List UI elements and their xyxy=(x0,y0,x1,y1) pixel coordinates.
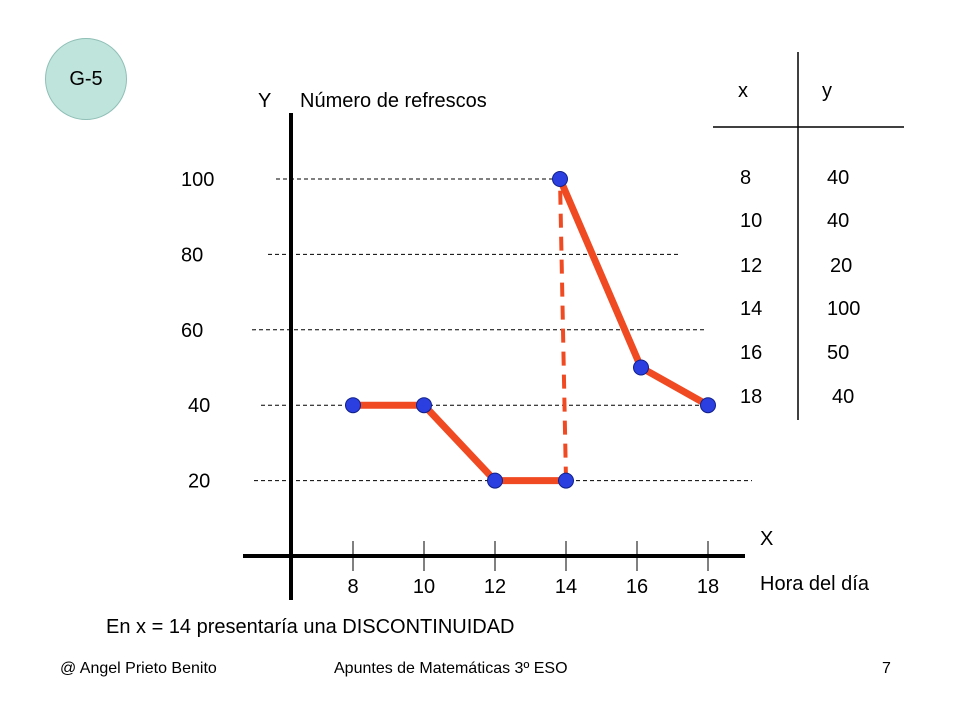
y-tick-label: 100 xyxy=(181,169,214,191)
y-axis-letter: Y xyxy=(258,90,272,112)
data-point xyxy=(700,397,716,414)
x-axis-title: Hora del día xyxy=(760,573,869,595)
discontinuity-note: En x = 14 presentaría una DISCONTINUIDAD xyxy=(106,616,515,638)
y-tick-label: 40 xyxy=(188,395,210,417)
discontinuity-line xyxy=(558,178,568,481)
x-tick-label: 16 xyxy=(626,576,648,598)
table-cell-y: 40 xyxy=(827,210,850,232)
slide-badge: G-5 xyxy=(45,38,127,120)
table-header-x: x xyxy=(738,80,748,102)
table-cell-x: 12 xyxy=(740,255,763,277)
x-tick-label: 12 xyxy=(484,576,506,598)
footer-course: Apuntes de Matemáticas 3º ESO xyxy=(334,660,568,677)
x-tick-label: 14 xyxy=(555,576,577,598)
data-point xyxy=(487,472,503,489)
table-cell-y: 20 xyxy=(830,255,853,277)
footer-page: 7 xyxy=(882,660,891,677)
table-header-y: y xyxy=(822,80,832,102)
footer-author: @ Angel Prieto Benito xyxy=(60,660,217,677)
table-cell-x: 14 xyxy=(740,298,763,320)
data-point xyxy=(633,359,649,376)
x-axis-letter: X xyxy=(760,528,774,550)
x-tick-label: 10 xyxy=(413,576,435,598)
y-tick-label: 60 xyxy=(181,320,203,342)
y-tick-label: 20 xyxy=(188,471,210,493)
series-segment xyxy=(556,175,645,371)
x-tick-label: 18 xyxy=(697,576,719,598)
table-cell-y: 40 xyxy=(827,167,850,189)
table-cell-x: 16 xyxy=(740,342,763,364)
data-point xyxy=(552,171,568,187)
data-point xyxy=(345,397,361,414)
table-cell-x: 18 xyxy=(740,386,763,408)
x-tick-label: 8 xyxy=(347,576,358,598)
series-segment xyxy=(420,401,499,485)
data-point xyxy=(416,397,432,414)
series-segment xyxy=(637,364,712,409)
y-tick-label: 80 xyxy=(181,244,203,266)
table-cell-y: 40 xyxy=(832,386,855,408)
table-cell-x: 10 xyxy=(740,210,763,232)
data-point xyxy=(558,472,574,489)
table-cell-y: 50 xyxy=(827,342,850,364)
table-cell-y: 100 xyxy=(827,298,861,320)
table-cell-x: 8 xyxy=(740,167,752,189)
y-axis-title: Número de refrescos xyxy=(300,90,487,112)
